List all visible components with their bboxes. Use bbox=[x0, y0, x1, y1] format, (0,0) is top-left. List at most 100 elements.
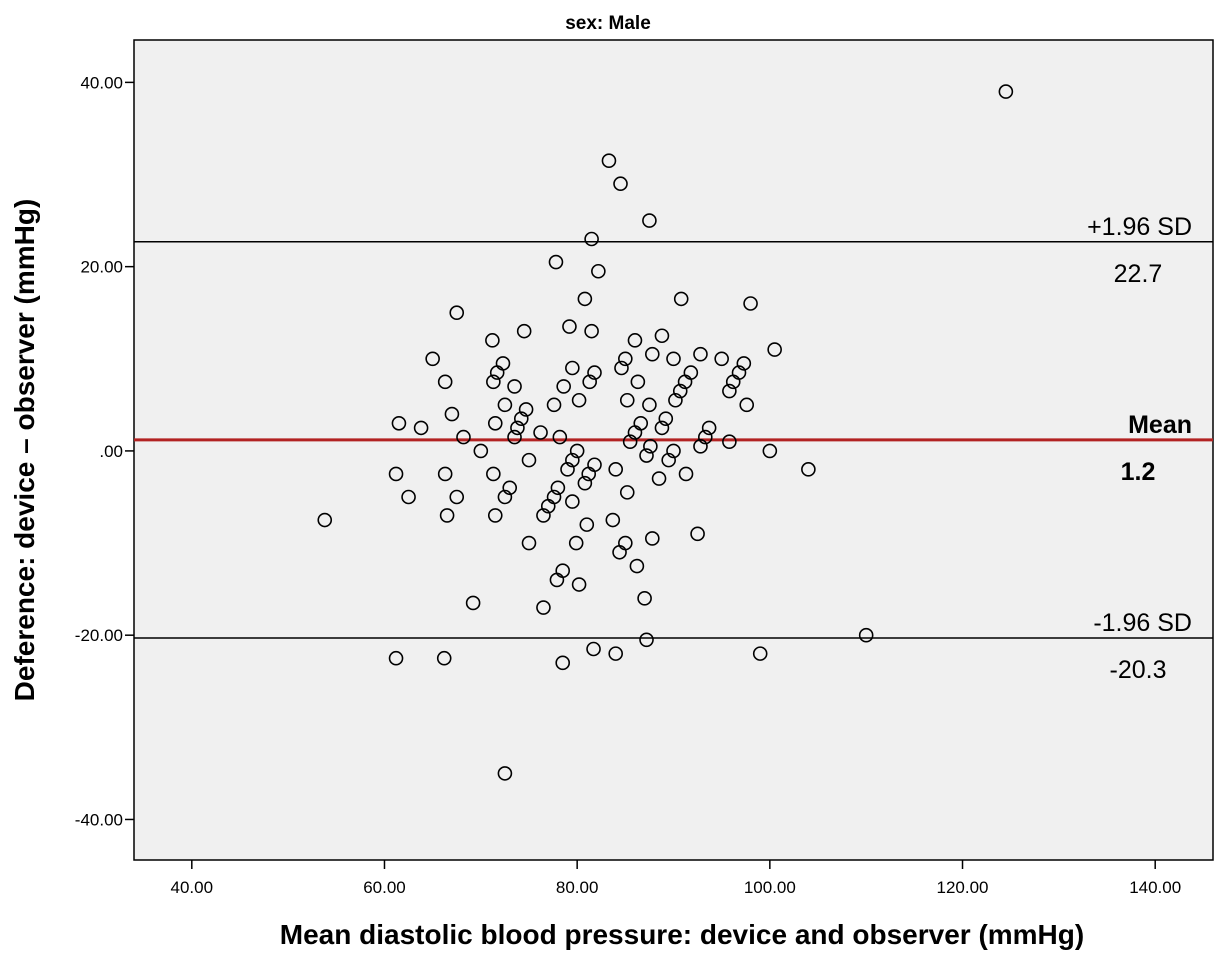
data-point bbox=[516, 323, 532, 339]
data-point bbox=[540, 498, 556, 514]
data-point bbox=[465, 595, 481, 611]
data-point bbox=[487, 508, 503, 523]
data-point bbox=[998, 84, 1014, 99]
data-point bbox=[521, 535, 537, 551]
x-tick-label: 40.00 bbox=[171, 878, 214, 897]
x-axis: 40.00 60.00 80.00 100.00 120.00 140.00 bbox=[171, 860, 1181, 897]
data-point bbox=[622, 434, 638, 450]
data-point bbox=[533, 425, 548, 440]
data-point bbox=[637, 591, 652, 606]
data-point bbox=[391, 415, 407, 431]
data-point bbox=[736, 356, 752, 371]
data-point bbox=[549, 572, 565, 588]
data-point bbox=[714, 351, 729, 367]
data-point bbox=[568, 535, 584, 551]
data-point bbox=[762, 443, 778, 459]
data-point bbox=[560, 462, 575, 477]
plot-background bbox=[133, 39, 1214, 861]
data-point bbox=[487, 415, 503, 431]
data-point bbox=[651, 471, 667, 486]
data-point bbox=[513, 411, 529, 426]
data-point bbox=[591, 263, 606, 279]
data-point bbox=[565, 360, 580, 376]
data-point bbox=[485, 333, 500, 348]
data-point bbox=[439, 508, 455, 523]
data-point bbox=[582, 374, 597, 390]
data-point bbox=[654, 420, 670, 436]
data-points bbox=[317, 84, 1014, 781]
data-point bbox=[587, 365, 602, 380]
data-point bbox=[618, 535, 633, 551]
data-point bbox=[752, 646, 768, 661]
data-point bbox=[618, 351, 633, 367]
data-point bbox=[639, 632, 654, 648]
data-point bbox=[536, 508, 551, 523]
data-point bbox=[608, 646, 623, 661]
data-point bbox=[743, 296, 758, 311]
data-point bbox=[601, 153, 617, 168]
data-point bbox=[627, 425, 643, 440]
reference-value-mean: 1.2 bbox=[1121, 458, 1156, 486]
data-point bbox=[678, 466, 694, 482]
data-point bbox=[388, 466, 404, 482]
data-point bbox=[507, 379, 522, 394]
data-point bbox=[555, 655, 571, 671]
reference-label-upper: +1.96 SD bbox=[1087, 213, 1192, 241]
plot-area bbox=[133, 39, 1214, 861]
data-point bbox=[690, 526, 705, 542]
data-point bbox=[497, 489, 513, 505]
data-point bbox=[722, 434, 737, 450]
data-point bbox=[767, 342, 782, 357]
data-point bbox=[614, 360, 629, 376]
data-point bbox=[642, 213, 657, 228]
x-tick-label: 140.00 bbox=[1129, 878, 1181, 897]
data-point bbox=[725, 374, 741, 390]
data-point bbox=[565, 494, 580, 509]
data-point bbox=[619, 485, 635, 500]
data-point bbox=[630, 374, 646, 390]
data-point bbox=[571, 577, 587, 592]
data-point bbox=[668, 392, 683, 408]
data-point bbox=[489, 365, 505, 380]
data-point bbox=[317, 512, 333, 528]
data-point bbox=[486, 374, 501, 390]
data-point bbox=[425, 351, 440, 367]
data-point bbox=[577, 475, 593, 491]
data-point bbox=[613, 176, 628, 192]
data-point bbox=[666, 351, 681, 367]
data-point bbox=[518, 402, 534, 417]
data-point bbox=[437, 466, 453, 482]
y-axis-title: Deference: device – observer (mmHg) bbox=[9, 199, 40, 702]
data-point bbox=[739, 397, 755, 413]
data-point bbox=[693, 346, 708, 362]
x-tick-label: 120.00 bbox=[937, 878, 989, 897]
data-point bbox=[661, 452, 676, 468]
data-point bbox=[586, 641, 601, 657]
data-point bbox=[584, 323, 599, 339]
data-point bbox=[507, 429, 522, 445]
data-point bbox=[550, 480, 566, 496]
data-point bbox=[619, 392, 635, 408]
data-point bbox=[605, 512, 621, 528]
data-point bbox=[587, 457, 602, 473]
data-point bbox=[677, 374, 693, 390]
data-point bbox=[456, 429, 471, 445]
data-point bbox=[536, 600, 551, 615]
data-point bbox=[584, 231, 599, 247]
data-point bbox=[444, 406, 460, 422]
data-point bbox=[546, 397, 562, 413]
data-point bbox=[449, 489, 465, 505]
reference-label-mean: Mean bbox=[1128, 411, 1192, 439]
reference-lines: +1.96 SD 22.7 Mean 1.2 -1.96 SD -20.3 bbox=[134, 213, 1213, 684]
y-tick-label: -40.00 bbox=[75, 810, 123, 829]
data-point bbox=[569, 443, 585, 459]
data-point bbox=[697, 429, 713, 445]
data-point bbox=[645, 531, 660, 546]
data-point bbox=[629, 558, 645, 574]
data-point bbox=[673, 291, 689, 307]
data-point bbox=[565, 452, 580, 468]
data-point bbox=[473, 443, 489, 459]
data-point bbox=[642, 397, 657, 413]
reference-label-lower: -1.96 SD bbox=[1093, 609, 1192, 637]
